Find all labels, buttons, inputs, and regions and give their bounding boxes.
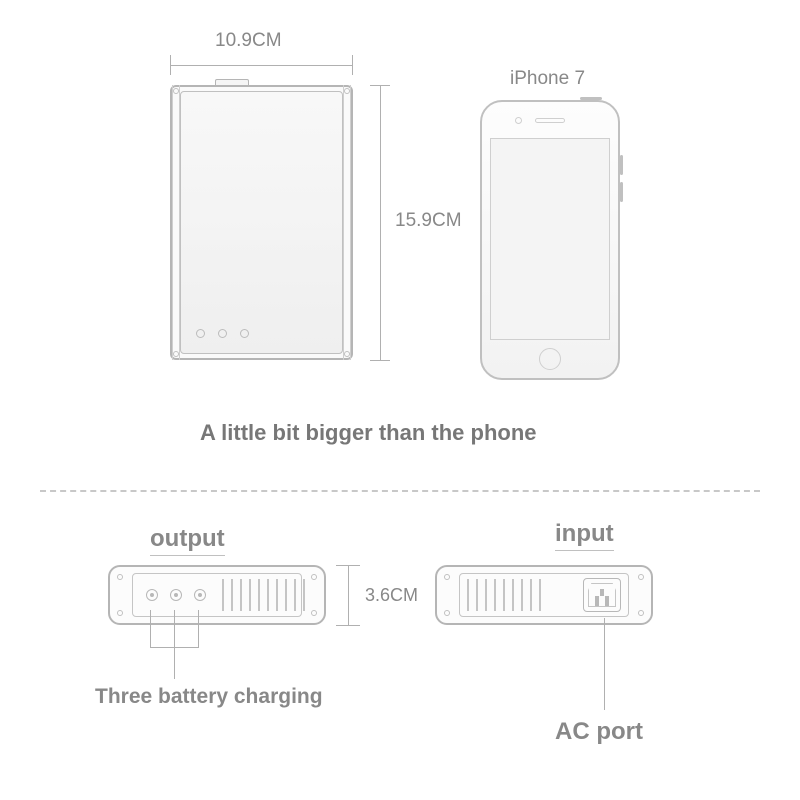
callout-line [174, 647, 175, 679]
callout-line [198, 610, 199, 648]
output-port [146, 589, 158, 601]
caption: A little bit bigger than the phone [200, 420, 537, 446]
charger-led [240, 329, 249, 338]
dim-width-label: 10.9CM [215, 30, 282, 52]
vent-slit [285, 579, 287, 611]
vent-slit [467, 579, 469, 611]
callout-line [150, 610, 151, 648]
charger-screw [344, 88, 350, 94]
output-heading: output [150, 525, 225, 556]
vent-slit [476, 579, 478, 611]
end-screw [117, 574, 123, 580]
charger-screw [173, 351, 179, 357]
charger-face [180, 91, 343, 354]
vent-slit [276, 579, 278, 611]
end-screw [444, 574, 450, 580]
end-screw [638, 610, 644, 616]
dim-thick-tick-bottom [336, 625, 360, 626]
vent-slit [485, 579, 487, 611]
phone-label: iPhone 7 [510, 68, 585, 90]
phone-outline [480, 100, 620, 380]
phone-camera-icon [515, 117, 522, 124]
output-callout: Three battery charging [95, 685, 323, 709]
charger-screw [344, 351, 350, 357]
charger-top-view [170, 85, 353, 360]
end-screw [311, 610, 317, 616]
end-screw [311, 574, 317, 580]
vent-slit [294, 579, 296, 611]
vent-slit [267, 579, 269, 611]
ac-port-icon [583, 578, 621, 612]
charger-screw [173, 88, 179, 94]
phone-side-button-icon [620, 155, 623, 175]
output-port [170, 589, 182, 601]
phone-screen [490, 138, 610, 340]
phone-power-button-icon [580, 97, 602, 100]
vent-slit [222, 579, 224, 611]
charger-led [196, 329, 205, 338]
vent-slit [303, 579, 305, 611]
callout-line [604, 618, 605, 710]
dim-width-line [170, 65, 353, 66]
vent-slit [512, 579, 514, 611]
section-divider [40, 490, 760, 492]
ac-inner [588, 583, 616, 607]
callout-line [174, 610, 175, 648]
vent-slit [258, 579, 260, 611]
end-screw [638, 574, 644, 580]
vent-slit [249, 579, 251, 611]
output-port [194, 589, 206, 601]
vent-slit [231, 579, 233, 611]
phone-side-button-icon [620, 182, 623, 202]
input-end-view [435, 565, 653, 625]
input-callout: AC port [555, 718, 643, 746]
vent-slit [503, 579, 505, 611]
dim-thick-line [348, 565, 349, 625]
charger-ridge-left [172, 85, 180, 360]
vent-slit [494, 579, 496, 611]
vent-slit [539, 579, 541, 611]
vent-slit [240, 579, 242, 611]
output-end-view [108, 565, 326, 625]
dim-height-label: 15.9CM [395, 210, 462, 232]
end-screw [444, 610, 450, 616]
charger-ridge-right [343, 85, 351, 360]
charger-led [218, 329, 227, 338]
dim-height-line [380, 85, 381, 361]
vent-slit [530, 579, 532, 611]
phone-home-button-icon [539, 348, 561, 370]
input-heading: input [555, 520, 614, 551]
dim-thick-label: 3.6CM [365, 585, 418, 606]
vent-slit [521, 579, 523, 611]
phone-speaker-icon [535, 118, 565, 123]
end-screw [117, 610, 123, 616]
